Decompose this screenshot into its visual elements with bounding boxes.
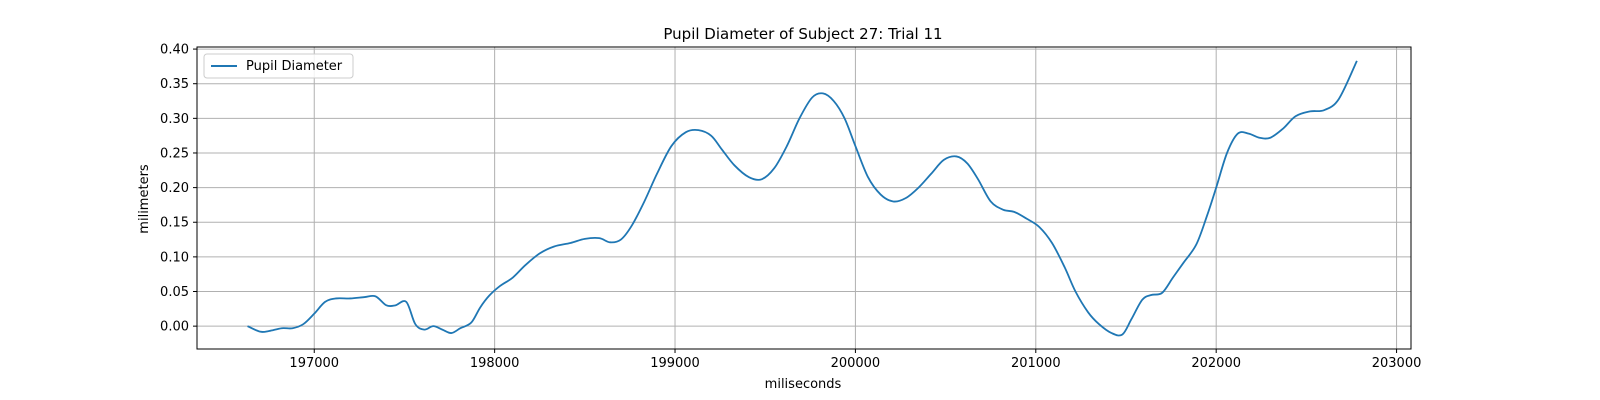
- x-tick-label: 197000: [289, 356, 339, 371]
- y-axis-ticks: 0.00 0.05 0.10 0.15 0.20 0.25 0.30 0.35 0.40: [160, 43, 197, 335]
- legend: Pupil Diameter: [203, 53, 354, 79]
- y-tick-label: 0.35: [160, 77, 189, 92]
- plot-frame: [196, 46, 1412, 350]
- y-tick-label: 0.25: [160, 146, 189, 161]
- y-tick-label: 0.10: [160, 250, 189, 265]
- y-tick-label: 0.15: [160, 216, 189, 231]
- x-axis-ticks: 197000 198000 199000 200000 201000 202000 2030…: [289, 349, 1421, 371]
- x-tick-label: 198000: [470, 356, 520, 371]
- legend-box: [203, 53, 354, 79]
- x-tick-label: 201000: [1011, 356, 1061, 371]
- x-axis-label: miliseconds: [765, 377, 842, 392]
- series-line-pupil-diameter: [247, 60, 1358, 337]
- x-tick-label: 203000: [1372, 356, 1422, 371]
- grid: [197, 47, 1411, 349]
- y-tick-label: 0.40: [160, 43, 189, 58]
- x-tick-label: 200000: [831, 356, 881, 371]
- chart-title: Pupil Diameter of Subject 27: Trial 11: [663, 25, 942, 43]
- y-axis-label: milimeters: [137, 164, 152, 234]
- series-layer: [247, 60, 1358, 337]
- y-tick-label: 0.00: [160, 320, 189, 335]
- legend-label-pupil-diameter: Pupil Diameter: [246, 59, 343, 74]
- y-tick-label: 0.05: [160, 285, 189, 300]
- y-tick-label: 0.30: [160, 112, 189, 127]
- x-tick-label: 202000: [1191, 356, 1241, 371]
- y-tick-label: 0.20: [160, 181, 189, 196]
- x-tick-label: 199000: [650, 356, 700, 371]
